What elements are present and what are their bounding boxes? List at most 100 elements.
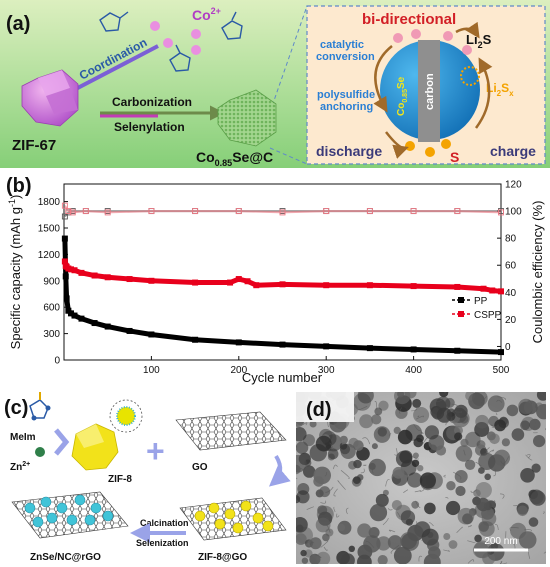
charge-arrow-top <box>455 21 480 39</box>
carbon-sheet-edge <box>309 475 312 478</box>
carbon-sheet-edge <box>324 472 328 477</box>
carbon-sheet-edge <box>329 447 338 452</box>
imidazole-ligand-icon <box>99 11 129 32</box>
nanoparticle <box>391 500 402 511</box>
carbon-sheet-edge <box>388 529 396 533</box>
charge-label: charge <box>490 143 536 159</box>
panel-a: (a) Co2+ Coordination ZIF-67 Carbonizati… <box>0 0 550 168</box>
capacity-point <box>78 269 85 276</box>
carbon-sheet-edge <box>484 447 490 452</box>
nanoparticle <box>296 533 307 545</box>
nanoparticle <box>371 443 378 450</box>
capacity-point <box>410 283 417 290</box>
li2s-particle <box>393 33 403 43</box>
capacity-point <box>148 277 155 284</box>
nanoparticle <box>337 523 345 532</box>
capacity-point <box>71 312 78 319</box>
ce-point <box>82 208 89 215</box>
y-tick-label: 300 <box>43 329 60 340</box>
y-axis-title: Specific capacity (mAh g-1) <box>7 195 23 350</box>
carbon-sheet-edge <box>390 544 400 554</box>
ce-point <box>454 208 461 215</box>
carbon-sheet-edge <box>399 407 403 414</box>
nanoparticle <box>303 434 315 447</box>
capacity-point <box>63 295 70 302</box>
capacity-point <box>235 276 242 283</box>
nanoparticle <box>301 557 309 564</box>
x-axis-title: Cycle number <box>242 370 323 385</box>
nanoparticle <box>369 503 388 522</box>
nanoparticle <box>528 517 539 527</box>
capacity-point <box>410 346 417 353</box>
nanoparticle <box>435 445 447 456</box>
nanoparticle <box>455 485 466 497</box>
combine-chevron <box>54 428 70 456</box>
x-tick-label: 100 <box>143 365 160 376</box>
panel-b-chart: (b) 100 200 300 400 500030060090012001500180… <box>0 168 550 390</box>
carbon-sheet-edge <box>422 437 429 445</box>
nanoparticle <box>424 425 439 440</box>
carbon-sheet-edge <box>445 421 449 426</box>
nanoparticle <box>368 462 376 470</box>
carbon-sheet-edge <box>538 392 546 398</box>
nanoparticle <box>472 392 488 406</box>
nanoparticle <box>387 535 403 550</box>
nanoparticle <box>353 459 362 469</box>
nanoparticle <box>395 450 413 467</box>
nanoparticle <box>411 459 420 467</box>
legend-pp-label: PP <box>474 296 488 307</box>
carbon-sheet-edge <box>429 521 434 527</box>
sulfur-particle <box>425 147 435 157</box>
nanoparticle <box>475 414 489 429</box>
nanoparticle <box>501 438 510 447</box>
nanoparticle <box>439 392 449 398</box>
carbon-sheet-edge <box>320 500 327 504</box>
nanoparticle <box>518 398 534 415</box>
carbon-bar <box>418 40 440 142</box>
nanoparticle <box>300 549 307 557</box>
nanoparticle <box>411 500 420 509</box>
nanoparticle <box>454 432 463 441</box>
discharge-label: discharge <box>316 143 382 159</box>
carbon-sheet-edge <box>382 517 389 526</box>
nanoparticle <box>417 465 424 472</box>
nanoparticle <box>465 431 481 448</box>
carbon-sheet-edge <box>414 490 422 493</box>
nanoparticle <box>413 407 430 423</box>
li2s-particle <box>443 31 453 41</box>
capacity-point <box>62 273 69 280</box>
carbon-sheet-edge <box>397 511 401 518</box>
ce-point <box>61 202 68 209</box>
x-tick-label: 400 <box>405 365 422 376</box>
carbon-sheet-edge <box>309 541 315 545</box>
carbon-sheet-edge <box>387 508 393 511</box>
nanoparticle <box>378 400 389 411</box>
graphene-oxide-sheet <box>175 411 287 451</box>
capacity-point <box>67 266 74 273</box>
carbon-sheet-edge <box>333 488 338 497</box>
legend-marker-cspp <box>458 311 464 317</box>
carbon-sheet-edge <box>337 480 346 490</box>
carbon-sheet-edge <box>403 489 409 493</box>
y2-tick-label: 60 <box>505 261 517 272</box>
carbon-sheet-edge <box>545 427 546 431</box>
nanoparticle <box>309 420 317 428</box>
carbon-sheet-edge <box>435 398 443 403</box>
co-se-sphere-label: Co0.85Se <box>396 76 409 116</box>
nanoparticle <box>296 517 308 533</box>
ce-point <box>235 208 242 215</box>
nanoparticle <box>413 437 423 448</box>
capacity-point <box>253 282 260 289</box>
step-arrow-down <box>268 454 291 487</box>
y2-tick-label: 120 <box>505 180 522 191</box>
capacity-point <box>126 276 133 283</box>
carbon-sheet-edge <box>455 410 463 413</box>
nanoparticle <box>377 555 388 564</box>
carbon-sheet-edge <box>296 445 297 449</box>
scale-bar-label: 200 nm <box>484 536 517 547</box>
nanoparticle <box>315 517 331 533</box>
ce-point <box>323 208 330 215</box>
capacity-point <box>480 285 487 292</box>
carbon-sheet-edge <box>323 546 328 551</box>
carbon-sheet-edge <box>495 412 498 416</box>
